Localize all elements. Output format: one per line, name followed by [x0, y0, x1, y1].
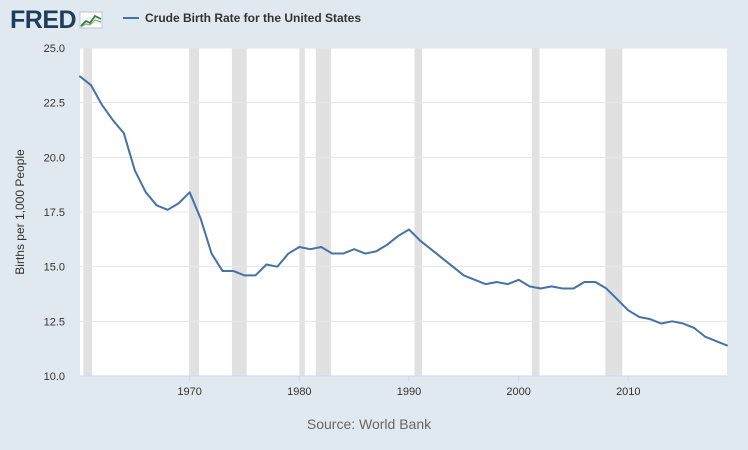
axis-layer: 10.0 12.5 15.0 17.5 20.0 22.5 25.0 1970 1980 1990…: [44, 43, 727, 398]
data-point: [461, 272, 467, 278]
data-point: [88, 82, 94, 88]
y-axis-label: Births per 1,000 People: [13, 149, 27, 275]
data-point: [285, 251, 291, 257]
data-point: [428, 246, 434, 252]
data-point: [570, 286, 576, 292]
data-point: [252, 272, 258, 278]
legend-line-swatch: [123, 17, 139, 19]
data-point: [483, 281, 489, 287]
data-point: [307, 246, 313, 252]
chart-source: Source: World Bank: [306, 416, 432, 432]
data-point: [516, 277, 522, 283]
data-point: [296, 244, 302, 250]
chart-legend: Crude Birth Rate for the United States: [123, 11, 361, 25]
data-point: [439, 255, 445, 261]
y-tick-label: 12.5: [44, 316, 65, 328]
data-point: [198, 216, 204, 222]
data-point: [209, 251, 215, 257]
data-point: [505, 281, 511, 287]
data-point: [99, 102, 105, 108]
series-layer: [77, 73, 730, 348]
data-point: [263, 261, 269, 267]
y-tick-label: 10.0: [44, 371, 65, 383]
data-point: [538, 286, 544, 292]
fred-logo[interactable]: FRED: [10, 7, 103, 33]
data-point: [713, 338, 719, 344]
data-point: [351, 246, 357, 252]
legend-series-label: Crude Birth Rate for the United States: [145, 11, 362, 25]
line-graph-icon: [79, 11, 103, 29]
data-point: [549, 283, 555, 289]
data-point: [647, 316, 653, 322]
y-tick-label: 15.0: [44, 262, 65, 274]
data-point: [614, 296, 620, 302]
data-point: [220, 268, 226, 274]
data-point: [121, 130, 127, 136]
data-point: [241, 272, 247, 278]
data-point: [132, 167, 138, 173]
data-point: [494, 279, 500, 285]
x-tick-label: 1990: [397, 386, 421, 398]
y-tick-label: 22.5: [44, 98, 65, 110]
x-tick-label: 1970: [177, 386, 201, 398]
data-point: [669, 318, 675, 324]
data-point: [77, 73, 83, 79]
data-point: [680, 321, 686, 327]
data-point: [658, 321, 664, 327]
data-point: [165, 207, 171, 213]
fred-logo-text: FRED: [10, 6, 77, 34]
data-point: [702, 334, 708, 340]
data-point: [472, 277, 478, 283]
data-point: [560, 286, 566, 292]
data-point: [373, 248, 379, 254]
data-point: [384, 242, 390, 248]
data-point: [395, 233, 401, 239]
data-point: [329, 251, 335, 257]
data-point: [110, 117, 116, 123]
data-point: [318, 244, 324, 250]
data-point: [176, 200, 182, 206]
data-point: [636, 314, 642, 320]
x-tick-label: 1980: [287, 386, 311, 398]
data-point: [340, 251, 346, 257]
y-tick-label: 25.0: [44, 43, 65, 55]
data-point: [691, 325, 697, 331]
data-point: [187, 189, 193, 195]
data-point: [625, 307, 631, 313]
data-point: [406, 226, 412, 232]
data-point: [450, 264, 456, 270]
data-point: [592, 279, 598, 285]
chart-header: FRED Crude Birth Rate for the United Sta…: [0, 0, 748, 40]
data-point: [231, 268, 237, 274]
data-point: [527, 283, 533, 289]
data-point: [274, 264, 280, 270]
x-tick-label: 2000: [506, 386, 530, 398]
data-point: [154, 202, 160, 208]
data-point: [417, 237, 423, 243]
y-tick-label: 20.0: [44, 152, 65, 164]
data-point: [362, 251, 368, 257]
x-tick-label: 2010: [616, 386, 640, 398]
data-point: [581, 279, 587, 285]
series-line: [79, 75, 728, 347]
data-point: [143, 189, 149, 195]
data-point: [724, 342, 730, 348]
data-point: [603, 286, 609, 292]
y-tick-label: 17.5: [44, 207, 65, 219]
